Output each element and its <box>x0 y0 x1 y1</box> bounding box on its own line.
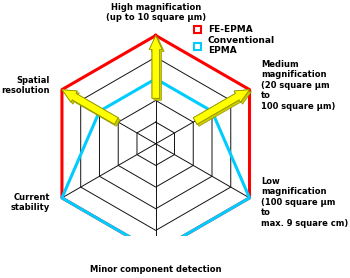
Text: Spatial
resolution: Spatial resolution <box>2 76 50 95</box>
Polygon shape <box>151 38 164 100</box>
Polygon shape <box>64 91 120 126</box>
Legend: FE-EPMA, Conventional
EPMA: FE-EPMA, Conventional EPMA <box>193 24 276 56</box>
Text: Low
magnification
(100 square μm
to
max. 9 square cm): Low magnification (100 square μm to max.… <box>261 177 349 227</box>
Text: Medium
magnification
(20 square μm
to
100 square μm): Medium magnification (20 square μm to 10… <box>261 60 336 111</box>
Polygon shape <box>149 36 162 98</box>
Polygon shape <box>193 90 250 124</box>
Text: High magnification
(up to 10 square μm): High magnification (up to 10 square μm) <box>106 3 206 23</box>
Polygon shape <box>195 91 251 126</box>
Text: Minor component detection: Minor component detection <box>90 265 222 274</box>
Polygon shape <box>62 90 118 124</box>
Text: Current
stability: Current stability <box>11 193 50 212</box>
